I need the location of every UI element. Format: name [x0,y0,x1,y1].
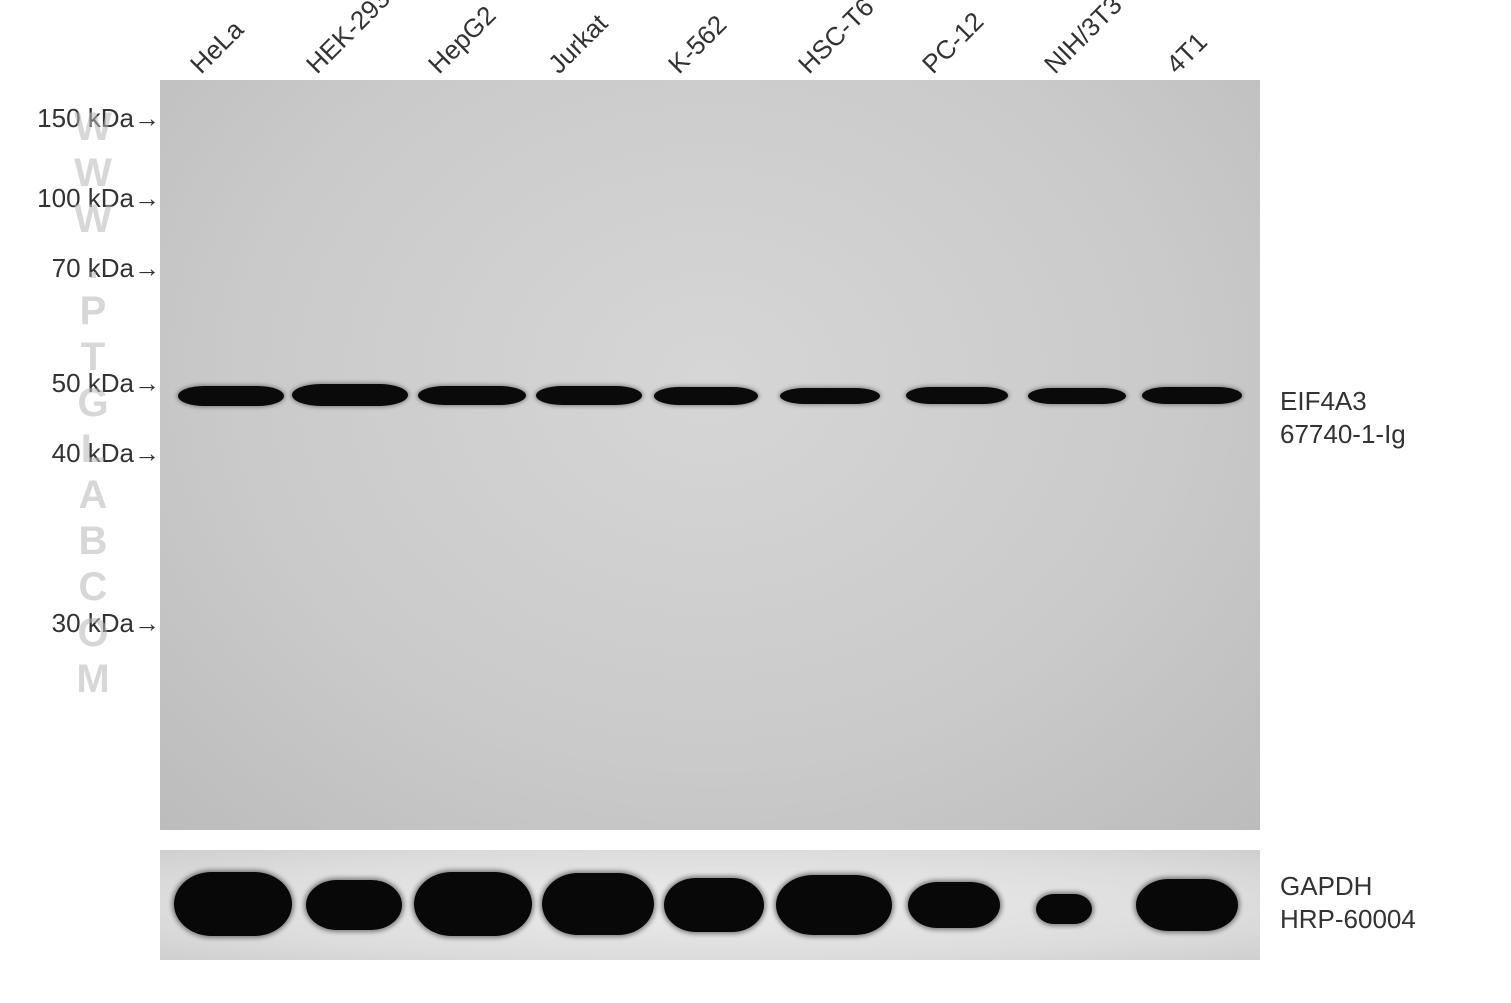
lane-label: Jurkat [542,8,614,80]
catalog-number: 67740-1-Ig [1280,419,1406,449]
lane-label: HEK-293 [300,0,397,80]
band [292,384,408,406]
band [418,386,526,405]
main-blot-panel [160,80,1260,830]
lane-label: HeLa [184,14,250,80]
band [906,387,1008,404]
band [1028,388,1126,404]
lane-label: HepG2 [422,0,502,80]
target-label: EIF4A3 67740-1-Ig [1280,385,1406,450]
blot-background [160,80,1260,830]
lane-label: PC-12 [916,6,990,80]
band [780,388,880,404]
target-name: GAPDH [1280,871,1372,901]
band [536,386,642,405]
band [654,387,758,405]
lane-label: 4T1 [1160,26,1214,80]
watermark-text: WWW.PTGLABCOM [70,105,115,703]
target-name: EIF4A3 [1280,386,1367,416]
band [908,882,1000,928]
band [542,873,654,935]
catalog-number: HRP-60004 [1280,904,1416,934]
band [414,872,532,936]
band [664,878,764,932]
lane-label: HSC-T6 [792,0,880,80]
band [1036,894,1092,924]
band [174,872,292,936]
band [306,880,402,930]
western-blot-figure: HeLa HEK-293 HepG2 Jurkat K-562 HSC-T6 P… [0,0,1511,1003]
band [1136,879,1238,931]
lane-labels-row: HeLa HEK-293 HepG2 Jurkat K-562 HSC-T6 P… [160,0,1260,80]
lane-label: NIH/3T3 [1038,0,1128,80]
lane-label: K-562 [662,9,733,80]
gapdh-blot-panel [160,850,1260,960]
band [776,875,892,935]
band [178,386,284,406]
band [1142,387,1242,404]
loading-control-label: GAPDH HRP-60004 [1280,870,1416,935]
